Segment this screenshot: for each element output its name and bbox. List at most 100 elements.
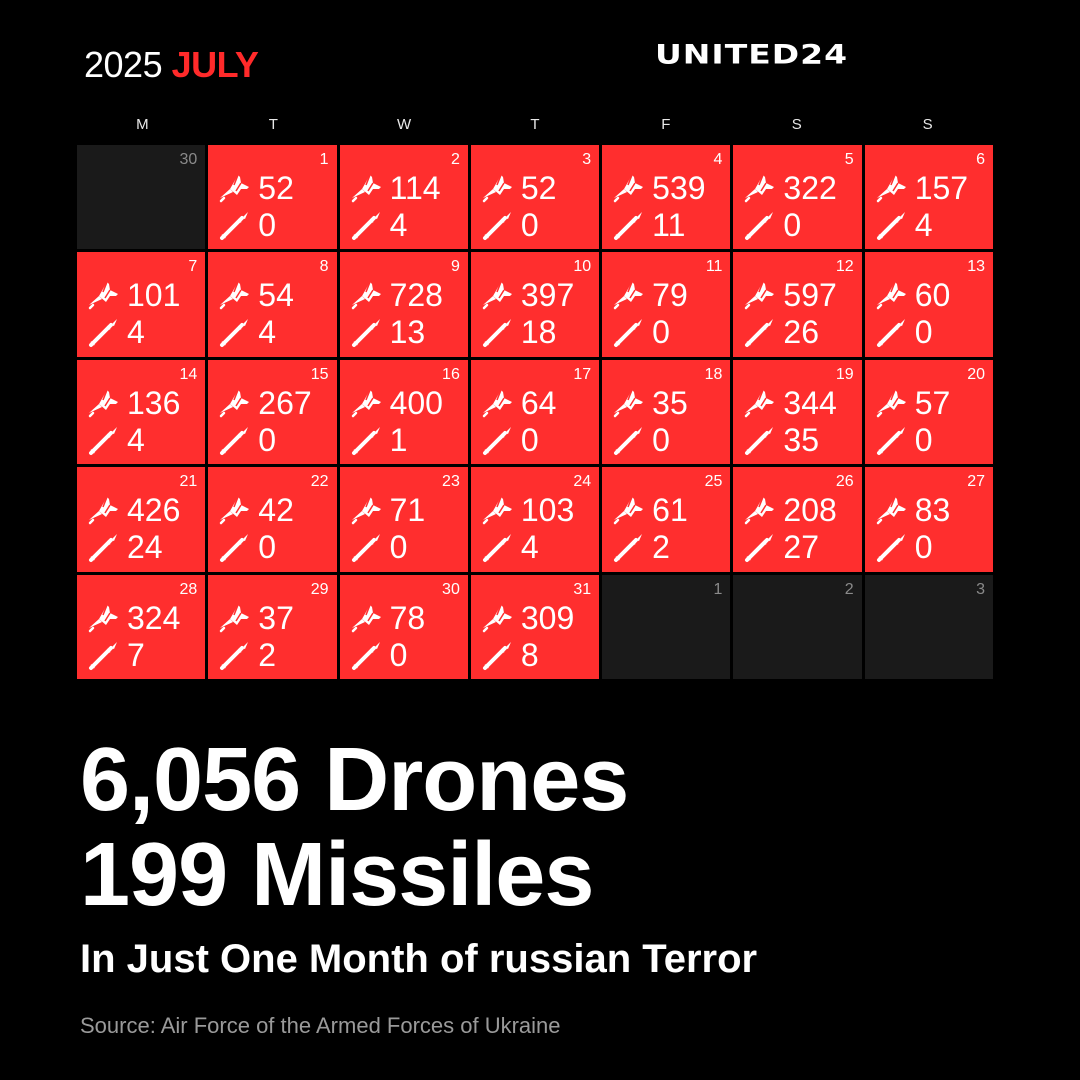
missile-icon (743, 316, 783, 348)
drone-count: 267 (258, 384, 312, 421)
missile-icon (218, 424, 258, 456)
drone-icon (87, 387, 127, 419)
missile-count: 26 (783, 314, 820, 351)
missile-icon (612, 424, 652, 456)
drone-count-row: 54 (218, 279, 294, 311)
missile-count: 8 (520, 636, 539, 673)
missile-icon (481, 209, 521, 241)
missile-count-row: 26 (743, 316, 819, 348)
drone-count: 728 (389, 277, 443, 314)
missile-count: 35 (783, 421, 820, 458)
drone-icon (743, 172, 783, 204)
drone-icon (875, 172, 915, 204)
drone-count: 157 (914, 170, 969, 206)
drone-count: 79 (652, 277, 688, 314)
missile-icon (481, 424, 521, 456)
missile-count: 7 (127, 636, 145, 673)
drone-count: 78 (389, 599, 426, 636)
missile-count: 0 (389, 636, 408, 673)
drone-count-row: 114 (350, 172, 441, 204)
missile-count: 11 (652, 207, 686, 243)
drone-count-row: 309 (481, 602, 574, 634)
drone-count-row: 103 (481, 494, 574, 526)
drone-icon (875, 279, 915, 311)
missile-count-row: 0 (218, 531, 276, 563)
drone-icon (743, 387, 783, 419)
missile-count: 0 (914, 314, 933, 351)
missile-count: 2 (652, 529, 670, 566)
drone-count: 54 (258, 277, 294, 314)
drone-count-row: 136 (87, 387, 180, 419)
year-label: 2025 (84, 44, 163, 85)
missile-icon (481, 639, 521, 671)
missile-count: 4 (914, 207, 933, 243)
missile-count-row: 35 (743, 424, 819, 456)
missile-count-row: 2 (612, 531, 670, 563)
missile-count: 4 (520, 529, 539, 566)
drone-count: 208 (783, 492, 837, 529)
missile-count-row: 0 (875, 316, 933, 348)
calendar-cell-empty: 1 (602, 574, 731, 679)
drone-count-row: 52 (218, 172, 294, 204)
drone-count: 426 (127, 492, 181, 529)
missile-count-row: 0 (875, 424, 933, 456)
missile-count: 4 (127, 314, 145, 351)
day-number: 25 (704, 473, 723, 491)
day-number: 17 (573, 365, 592, 383)
source-note: Source: Air Force of the Armed Forces of… (80, 1013, 561, 1038)
missile-count-row: 0 (218, 424, 276, 456)
calendar-cell: 19 344 35 (733, 359, 862, 465)
calendar-cell: 14 136 4 (77, 359, 206, 465)
drone-icon (481, 172, 521, 204)
drone-count: 35 (652, 384, 688, 421)
missile-icon (875, 316, 915, 348)
drone-count-row: 60 (875, 279, 950, 311)
day-number: 1 (713, 580, 723, 598)
drone-count-row: 539 (612, 170, 706, 206)
missile-icon (350, 424, 390, 456)
calendar-cell: 25 61 2 (602, 467, 731, 572)
drone-count: 397 (520, 277, 575, 314)
calendar-cell: 22 42 0 (208, 467, 337, 572)
missile-count-row: 0 (481, 424, 539, 456)
missile-count-row: 27 (743, 531, 819, 563)
calendar-cell: 12 597 26 (733, 252, 862, 357)
drone-icon (612, 279, 652, 311)
missile-count: 0 (914, 529, 933, 566)
drone-count-row: 208 (743, 492, 837, 529)
day-number: 31 (573, 580, 592, 598)
calendar-cell: 11 79 0 (602, 252, 731, 357)
day-number: 1 (319, 151, 329, 168)
calendar-cell-empty: 30 (77, 145, 206, 250)
brand-logo: UNITED24 (655, 38, 849, 70)
drone-icon (218, 279, 258, 311)
drone-count: 103 (520, 492, 575, 529)
missile-icon (875, 209, 915, 241)
day-number: 2 (450, 151, 460, 168)
missile-icon (218, 531, 258, 563)
missile-count-row: 0 (481, 209, 539, 241)
drone-count: 344 (783, 384, 837, 421)
day-number: 7 (188, 258, 198, 276)
weekday-label: M (136, 116, 149, 133)
drone-count: 539 (652, 170, 706, 206)
drone-icon (218, 602, 258, 634)
month-label: JULY (171, 44, 259, 85)
drone-count-row: 61 (612, 494, 688, 526)
weekday-header: M T W T F S S (77, 116, 993, 133)
calendar-cell: 26 208 27 (733, 467, 862, 572)
drone-count-row: 78 (350, 599, 426, 636)
drone-count-row: 101 (87, 279, 180, 311)
missile-count: 0 (520, 421, 539, 458)
drone-icon (350, 279, 390, 311)
drone-count-row: 426 (87, 494, 180, 526)
missile-count: 0 (652, 314, 670, 351)
drone-icon (350, 387, 390, 419)
drone-count: 400 (389, 384, 443, 421)
missile-count-row: 13 (350, 316, 425, 348)
drone-icon (743, 494, 783, 526)
drone-icon (350, 172, 390, 204)
day-number: 29 (310, 580, 329, 598)
missile-count: 0 (258, 529, 277, 566)
day-number: 3 (976, 580, 985, 598)
